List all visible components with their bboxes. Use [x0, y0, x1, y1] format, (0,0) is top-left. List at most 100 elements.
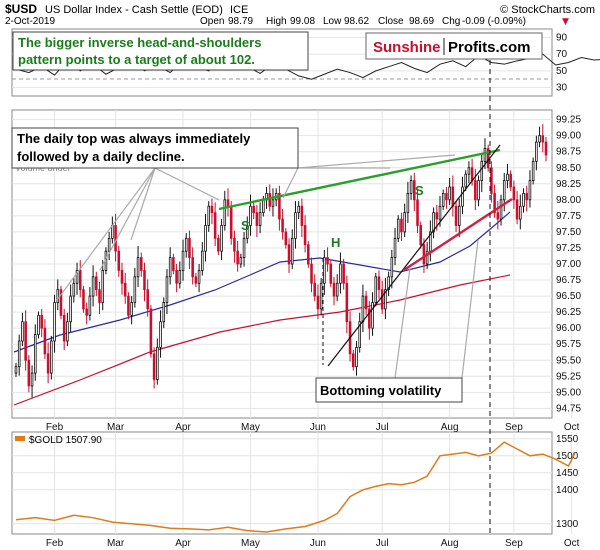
candle: [120, 262, 124, 295]
candle-body: [522, 193, 525, 207]
rsi-y-tick-label: 90: [556, 32, 568, 43]
candle-body: [502, 180, 506, 201]
price-y-tick-label: 94.75: [556, 403, 581, 414]
gold-x-tick-label: Feb: [46, 538, 64, 549]
candle-body: [374, 276, 378, 303]
candle-body: [40, 314, 43, 329]
candle: [396, 215, 400, 243]
candle-body: [535, 141, 538, 162]
price-x-tick-label: Jun: [310, 422, 326, 433]
candle: [50, 335, 53, 380]
candle: [525, 185, 529, 212]
price-y-tick-label: 96.25: [556, 307, 581, 318]
candle-body: [43, 327, 47, 355]
candle-body: [66, 321, 69, 342]
candle: [117, 246, 121, 277]
candle: [499, 194, 503, 226]
candle: [409, 175, 413, 200]
candle-body: [387, 276, 390, 291]
candle-body: [162, 302, 166, 323]
candle: [30, 365, 34, 398]
candle-body: [233, 237, 236, 252]
candle: [512, 180, 516, 209]
head-label: H: [331, 235, 340, 250]
candle: [332, 276, 336, 306]
candle-body: [204, 225, 207, 252]
candle-body: [512, 186, 516, 201]
candle-body: [249, 205, 252, 226]
candle: [56, 279, 60, 311]
price-y-tick-label: 98.75: [556, 147, 581, 158]
candle: [27, 355, 31, 393]
candle-body: [506, 173, 509, 181]
x-axis-ticks: Feb Feb Mar Mar Apr Apr May May Jun Jun Jul Jul Aug A…: [46, 422, 580, 549]
candle: [239, 253, 243, 268]
candle-body: [538, 135, 541, 143]
daily-top-line-1: The daily top was always immediately: [17, 131, 251, 146]
symbol: $USD: [5, 2, 37, 16]
candle-body: [130, 302, 133, 316]
candle-body: [384, 289, 387, 310]
candle: [172, 253, 175, 275]
candle: [197, 264, 201, 293]
candle-body: [236, 250, 239, 265]
rising-support-line: [327, 144, 501, 367]
candle: [165, 269, 169, 315]
candle: [313, 274, 317, 302]
candle-body: [50, 340, 53, 374]
candle-body: [531, 160, 535, 181]
candle: [541, 124, 545, 153]
candle: [62, 308, 66, 350]
candle-body: [239, 257, 243, 265]
short-moving-average: [13, 211, 511, 353]
candle-body: [470, 167, 474, 181]
candle: [223, 190, 227, 231]
candle: [515, 190, 519, 225]
candle-body: [33, 334, 37, 374]
candle-body: [37, 314, 40, 335]
daily-top-callout: [11, 127, 299, 169]
ohlc-readout: Open 98.79 High 99.08 Low 98.62 Close 98…: [200, 16, 569, 27]
candle: [43, 319, 47, 359]
candle-body: [229, 205, 233, 239]
rsi-y-tick-label: 30: [556, 83, 568, 94]
candle-body: [117, 250, 121, 271]
candle: [393, 228, 397, 266]
candle: [242, 231, 246, 267]
candle: [345, 275, 349, 334]
candle-body: [165, 276, 169, 303]
candle: [339, 252, 342, 294]
price-y-tick-label: 98.25: [556, 179, 581, 190]
price-y-tick-label: 99.25: [556, 115, 581, 126]
candle: [98, 281, 101, 315]
candle: [191, 247, 194, 285]
candle-body: [201, 250, 204, 271]
candle: [454, 201, 458, 232]
candle: [123, 272, 127, 304]
candle: [486, 144, 490, 172]
candle: [194, 272, 198, 288]
candle-body: [46, 353, 50, 374]
candle-body: [342, 263, 345, 284]
price-x-tick-label: Apr: [175, 422, 191, 433]
candle: [258, 202, 262, 234]
candle: [506, 163, 509, 189]
high-label: High: [266, 16, 287, 27]
candle-body: [406, 193, 410, 214]
candle-body: [184, 237, 188, 252]
gold-panel: [11, 431, 553, 535]
candle: [374, 272, 378, 307]
candle: [271, 188, 275, 217]
candle: [236, 240, 239, 272]
candle-body: [480, 160, 484, 181]
headline-box: [12, 31, 309, 71]
gold-y-tick-label: 1300: [556, 519, 579, 530]
price-y-tick-label: 98.00: [556, 195, 581, 206]
candle-body: [191, 257, 194, 278]
candle: [37, 311, 40, 339]
candle-body: [307, 244, 310, 265]
candle: [351, 349, 355, 371]
candle-body: [88, 295, 92, 316]
candle: [178, 261, 182, 289]
candle-body: [149, 308, 153, 355]
